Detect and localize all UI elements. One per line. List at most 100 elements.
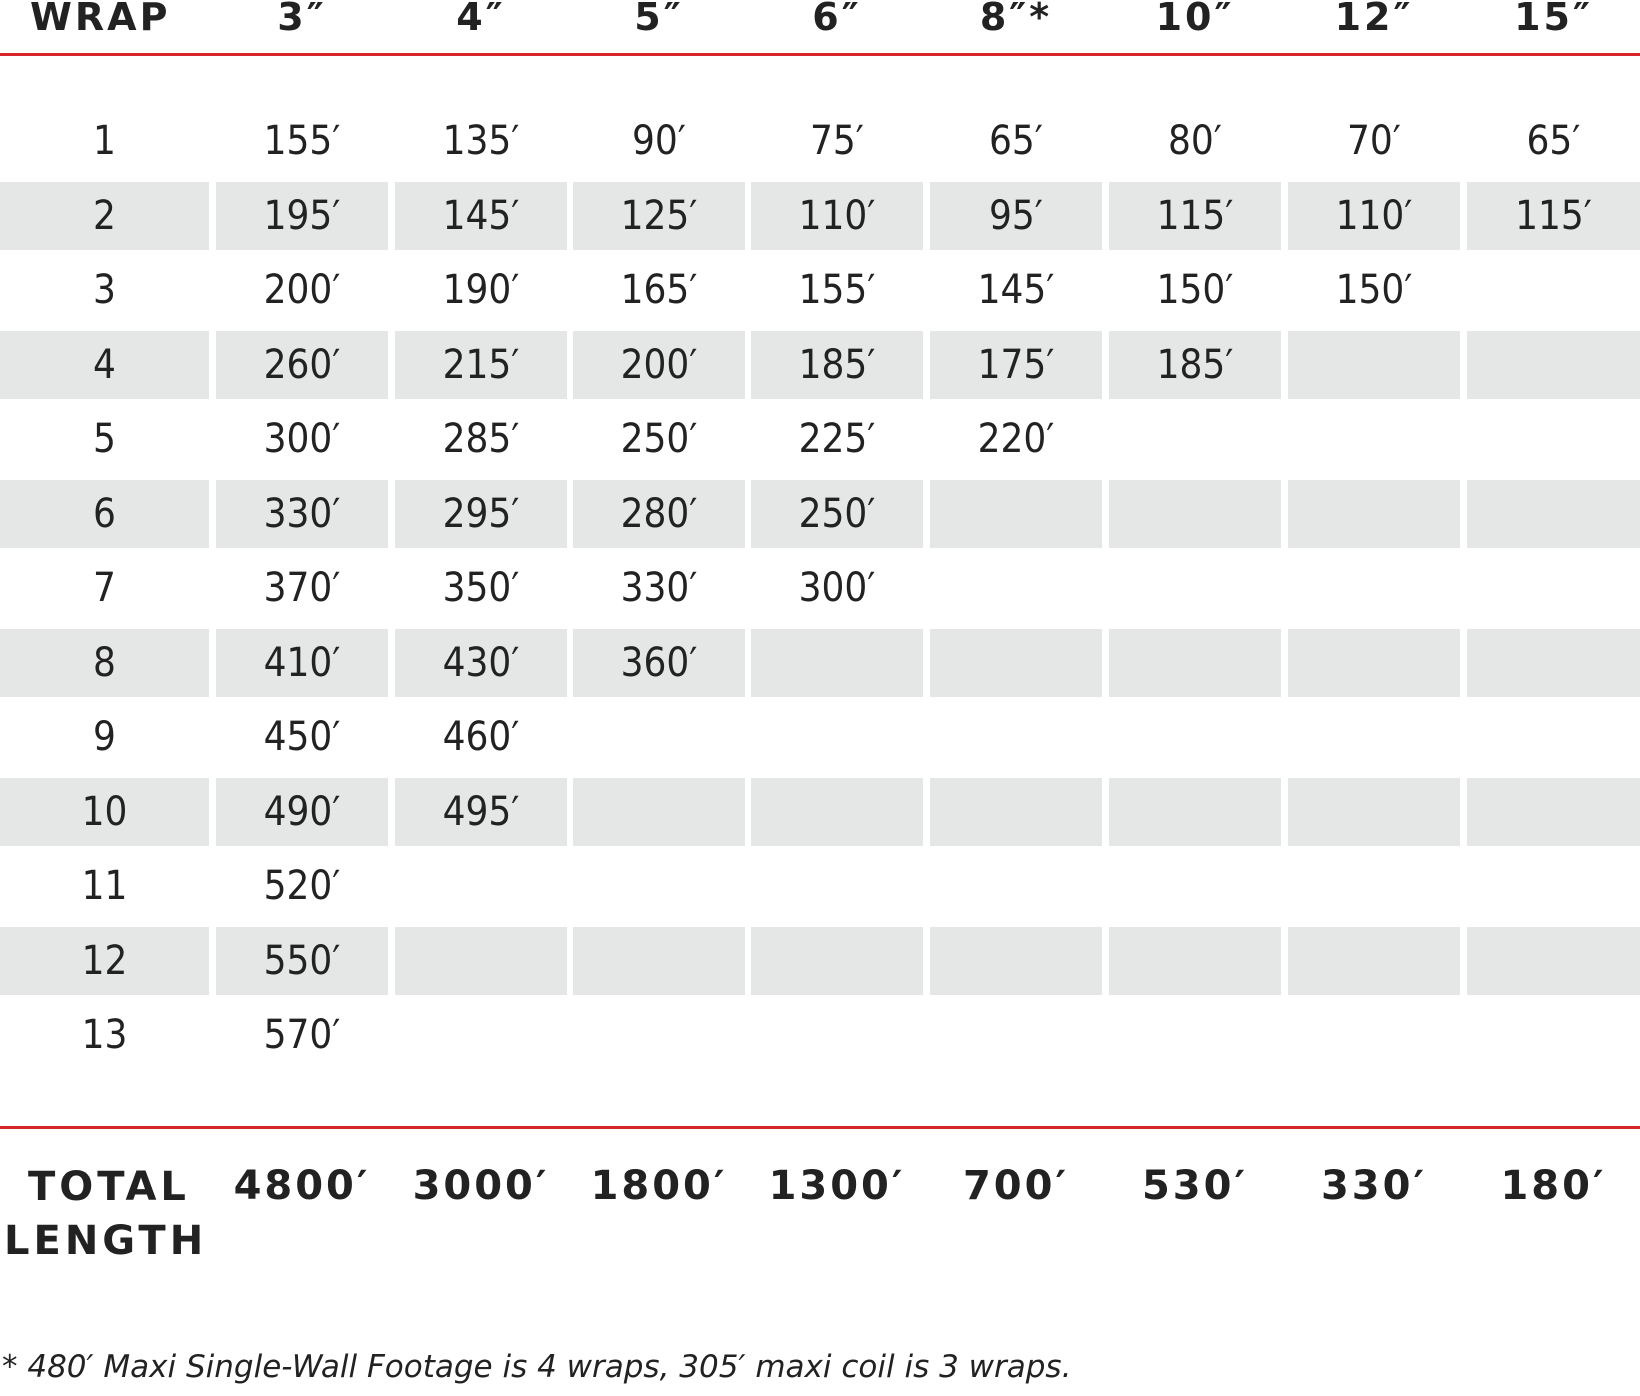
length-cell: 135′ — [442, 118, 520, 164]
length-cell: 300′ — [263, 416, 341, 462]
wrap-number-cell: 10 — [0, 777, 209, 846]
length-cell: 115′ — [1109, 181, 1281, 250]
total-length-value: 700′ — [962, 1163, 1070, 1209]
length-cell — [1109, 554, 1281, 622]
length-cell — [1109, 405, 1281, 473]
total-length-value: 530′ — [1141, 1163, 1249, 1209]
table-row: 1 155′ 135′ 90′ 75′ 65′ 80′ 70′ 65′ — [0, 107, 1640, 175]
column-header-size: 12″ — [1334, 0, 1414, 39]
table-header: WRAP 3″ 4″ 5″ 6″ 8″* 10″ 12″ 15″ — [0, 0, 1640, 56]
table-row: 13 570′ — [0, 1001, 1640, 1069]
length-cell: 185′ — [1109, 330, 1281, 399]
length-cell: 250′ — [620, 416, 698, 462]
length-cell — [1288, 926, 1460, 995]
length-cell — [1467, 777, 1640, 846]
length-cell: 215′ — [395, 330, 567, 399]
total-length-value: 1300′ — [768, 1163, 906, 1209]
length-cell — [395, 852, 567, 920]
length-cell: 285′ — [442, 416, 520, 462]
column-header-size: 4″ — [456, 0, 506, 39]
length-cell — [1288, 554, 1460, 622]
length-cell: 225′ — [798, 416, 876, 462]
length-cell: 150′ — [1335, 267, 1413, 313]
length-cell — [1288, 1001, 1460, 1069]
length-cell: 150′ — [1156, 267, 1234, 313]
length-cell: 410′ — [216, 628, 388, 697]
wrap-number-cell: 11 — [81, 863, 128, 909]
length-cell: 65′ — [989, 118, 1043, 164]
length-cell: 490′ — [216, 777, 388, 846]
length-cell: 75′ — [810, 118, 864, 164]
wrap-number-cell: 1 — [93, 118, 116, 164]
length-cell — [573, 777, 745, 846]
length-cell: 350′ — [442, 565, 520, 611]
length-cell: 460′ — [442, 714, 520, 760]
length-cell — [1109, 777, 1281, 846]
length-cell — [1467, 1001, 1640, 1069]
length-cell — [930, 926, 1102, 995]
length-cell: 200′ — [573, 330, 745, 399]
length-cell: 550′ — [216, 926, 388, 995]
table-row: 7 370′ 350′ 330′ 300′ — [0, 554, 1640, 622]
length-cell: 80′ — [1168, 118, 1222, 164]
length-cell — [1109, 479, 1281, 548]
length-cell — [1288, 852, 1460, 920]
length-cell — [395, 1001, 567, 1069]
length-cell: 145′ — [395, 181, 567, 250]
length-cell: 495′ — [395, 777, 567, 846]
length-cell: 520′ — [263, 863, 341, 909]
length-cell — [1467, 479, 1640, 548]
table-row: 3 200′ 190′ 165′ 155′ 145′ 150′ 150′ — [0, 256, 1640, 324]
length-cell — [1109, 703, 1281, 771]
length-cell — [1109, 926, 1281, 995]
wrap-number-cell: 8 — [0, 628, 209, 697]
column-header-size: 6″ — [812, 0, 862, 39]
length-cell — [751, 1001, 923, 1069]
length-cell: 295′ — [395, 479, 567, 548]
length-cell: 95′ — [930, 181, 1102, 250]
table-row: 11 520′ — [0, 852, 1640, 920]
table-row: 12 550′ — [0, 926, 1640, 995]
length-cell — [751, 777, 923, 846]
header-divider — [0, 53, 1640, 56]
length-cell — [930, 628, 1102, 697]
length-cell — [751, 852, 923, 920]
length-cell — [1288, 703, 1460, 771]
length-cell — [573, 926, 745, 995]
wrap-number-cell: 9 — [93, 714, 116, 760]
length-cell: 145′ — [977, 267, 1055, 313]
total-label-line2: LENGTH — [4, 1218, 208, 1264]
footnote: * 480′ Maxi Single-Wall Footage is 4 wra… — [2, 1349, 1072, 1385]
length-cell — [930, 777, 1102, 846]
total-length-value: 1800′ — [590, 1163, 728, 1209]
length-cell: 330′ — [620, 565, 698, 611]
wrap-number-cell: 3 — [93, 267, 116, 313]
length-cell: 370′ — [263, 565, 341, 611]
length-cell: 90′ — [632, 118, 686, 164]
length-cell — [1109, 852, 1281, 920]
total-length-label: TOTAL LENGTH — [4, 1160, 214, 1268]
length-cell — [573, 852, 745, 920]
total-length-value: 4800′ — [233, 1163, 371, 1209]
length-cell — [1288, 405, 1460, 473]
length-cell: 155′ — [798, 267, 876, 313]
length-cell — [1467, 405, 1640, 473]
length-cell — [930, 1001, 1102, 1069]
table-row: 9 450′ 460′ — [0, 703, 1640, 771]
table-row: 2 195′ 145′ 125′ 110′ 95′ 115′ 110′ 115′ — [0, 181, 1640, 250]
length-cell: 570′ — [263, 1012, 341, 1058]
column-header-size: 15″ — [1514, 0, 1593, 39]
length-cell — [573, 1001, 745, 1069]
length-cell — [930, 554, 1102, 622]
length-cell — [1109, 628, 1281, 697]
length-cell — [1288, 628, 1460, 697]
wrap-number-cell: 4 — [0, 330, 209, 399]
length-cell: 250′ — [751, 479, 923, 548]
column-header-size: 10″ — [1155, 0, 1235, 39]
length-cell: 115′ — [1467, 181, 1640, 250]
wrap-number-cell: 12 — [0, 926, 209, 995]
wrap-number-cell: 7 — [93, 565, 116, 611]
length-cell: 260′ — [216, 330, 388, 399]
length-cell — [1288, 330, 1460, 399]
wrap-number-cell: 2 — [0, 181, 209, 250]
